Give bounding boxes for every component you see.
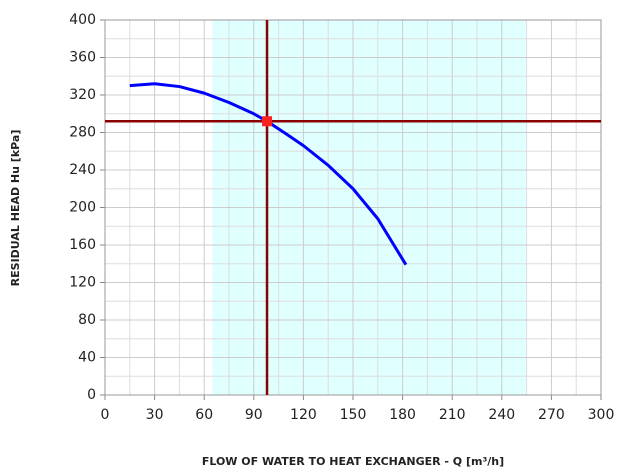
x-tick-label: 30 bbox=[146, 407, 164, 423]
y-tick-label: 40 bbox=[78, 350, 96, 366]
y-tick-label: 80 bbox=[78, 312, 96, 328]
x-tick-label: 150 bbox=[340, 407, 367, 423]
y-tick-label: 320 bbox=[69, 87, 96, 103]
x-tick-label: 270 bbox=[538, 407, 565, 423]
x-tick-label: 240 bbox=[488, 407, 515, 423]
operating-point bbox=[262, 116, 273, 127]
y-tick-label: 0 bbox=[87, 387, 96, 403]
x-tick-label: 90 bbox=[245, 407, 263, 423]
y-tick-label: 120 bbox=[69, 275, 96, 291]
x-tick-label: 180 bbox=[389, 407, 416, 423]
x-tick-label: 210 bbox=[439, 407, 466, 423]
x-axis-title: FLOW OF WATER TO HEAT EXCHANGER - Q [m³/… bbox=[202, 455, 504, 468]
y-tick-label: 280 bbox=[69, 125, 96, 141]
plot-frame bbox=[104, 19, 602, 396]
y-tick-label: 200 bbox=[69, 200, 96, 216]
y-tick-label: 240 bbox=[69, 162, 96, 178]
x-tick-label: 300 bbox=[588, 407, 615, 423]
y-axis-title: RESIDUAL HEAD Hu [kPa] bbox=[9, 130, 22, 287]
y-tick-label: 360 bbox=[69, 50, 96, 66]
x-tick-label: 0 bbox=[101, 407, 110, 423]
x-tick-label: 60 bbox=[195, 407, 213, 423]
y-tick-label: 160 bbox=[69, 237, 96, 253]
y-tick-label: 400 bbox=[69, 12, 96, 28]
x-tick-label: 120 bbox=[290, 407, 317, 423]
